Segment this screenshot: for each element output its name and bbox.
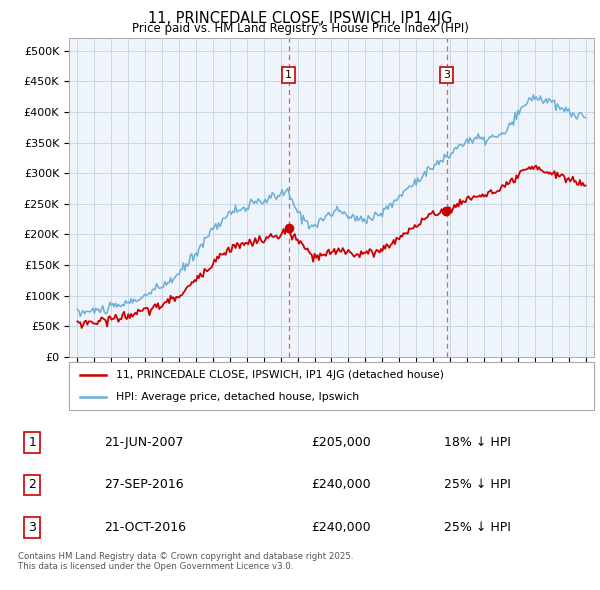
Text: 27-SEP-2016: 27-SEP-2016 bbox=[104, 478, 184, 491]
Text: 11, PRINCEDALE CLOSE, IPSWICH, IP1 4JG: 11, PRINCEDALE CLOSE, IPSWICH, IP1 4JG bbox=[148, 11, 452, 25]
Text: £240,000: £240,000 bbox=[311, 521, 371, 534]
Text: 25% ↓ HPI: 25% ↓ HPI bbox=[444, 478, 511, 491]
Text: Price paid vs. HM Land Registry's House Price Index (HPI): Price paid vs. HM Land Registry's House … bbox=[131, 22, 469, 35]
Text: Contains HM Land Registry data © Crown copyright and database right 2025.
This d: Contains HM Land Registry data © Crown c… bbox=[18, 552, 353, 571]
Text: HPI: Average price, detached house, Ipswich: HPI: Average price, detached house, Ipsw… bbox=[116, 392, 359, 402]
Text: 21-JUN-2007: 21-JUN-2007 bbox=[104, 436, 184, 449]
Text: 1: 1 bbox=[28, 436, 36, 449]
Text: 3: 3 bbox=[443, 70, 450, 80]
Text: 18% ↓ HPI: 18% ↓ HPI bbox=[444, 436, 511, 449]
Text: 25% ↓ HPI: 25% ↓ HPI bbox=[444, 521, 511, 534]
Text: 2: 2 bbox=[28, 478, 36, 491]
Text: 1: 1 bbox=[285, 70, 292, 80]
Text: £240,000: £240,000 bbox=[311, 478, 371, 491]
Text: 11, PRINCEDALE CLOSE, IPSWICH, IP1 4JG (detached house): 11, PRINCEDALE CLOSE, IPSWICH, IP1 4JG (… bbox=[116, 370, 444, 380]
Text: 3: 3 bbox=[28, 521, 36, 534]
Text: 21-OCT-2016: 21-OCT-2016 bbox=[104, 521, 186, 534]
Text: £205,000: £205,000 bbox=[311, 436, 371, 449]
